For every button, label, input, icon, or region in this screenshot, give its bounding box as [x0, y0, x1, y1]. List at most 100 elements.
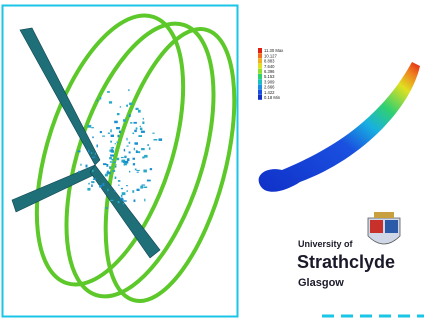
legend-swatch — [258, 48, 262, 53]
page: 11.30 Max10.1278.8837.6406.3965.1533.909… — [0, 0, 434, 320]
particle — [107, 91, 110, 93]
particle — [147, 180, 151, 182]
particle — [128, 89, 129, 91]
particle — [126, 185, 128, 186]
particle — [129, 171, 130, 173]
particle — [109, 101, 112, 103]
particle — [102, 183, 104, 186]
legend-swatch — [258, 58, 262, 63]
particle — [110, 141, 112, 143]
particle — [129, 103, 132, 105]
particle — [97, 100, 98, 101]
particle — [91, 184, 93, 187]
particle — [123, 119, 126, 122]
particle — [117, 113, 120, 115]
particle — [124, 149, 125, 151]
particle — [127, 138, 128, 141]
particle — [123, 203, 125, 204]
particle — [110, 200, 113, 201]
particle — [103, 163, 107, 165]
particle — [150, 168, 152, 170]
particle — [133, 163, 135, 165]
particle — [78, 171, 80, 173]
university-logo: University of Strathclyde Glasgow — [297, 212, 400, 289]
particle — [136, 108, 139, 110]
logo-line1: University of — [298, 239, 354, 249]
particle — [88, 183, 90, 185]
particle — [137, 151, 140, 153]
particle — [143, 118, 144, 120]
legend-swatch — [258, 74, 262, 79]
particle — [136, 170, 139, 171]
particle — [87, 188, 90, 191]
particle — [140, 186, 143, 189]
particle — [159, 138, 163, 141]
particle — [140, 128, 143, 131]
particle — [97, 145, 98, 148]
particle — [154, 139, 158, 141]
particle — [108, 133, 110, 134]
particle — [125, 156, 127, 158]
particle — [140, 126, 141, 127]
particle — [129, 114, 131, 117]
particle — [121, 195, 123, 197]
particle — [92, 170, 94, 172]
particle — [121, 157, 124, 158]
particle — [105, 174, 108, 177]
particle — [95, 153, 96, 155]
particle — [111, 149, 113, 150]
particle — [102, 136, 105, 137]
particle — [121, 188, 123, 189]
particle — [87, 125, 91, 128]
particle — [124, 163, 127, 165]
particle — [129, 151, 131, 153]
particle — [116, 142, 118, 143]
particle — [91, 181, 94, 183]
particle — [114, 121, 118, 124]
particle — [110, 155, 114, 157]
particle — [134, 200, 136, 202]
particle — [122, 192, 126, 195]
particle — [142, 156, 144, 158]
particle — [99, 185, 102, 188]
particle — [136, 127, 138, 129]
particle — [132, 133, 134, 135]
particle — [111, 135, 114, 137]
particle — [142, 122, 144, 125]
logo-line3: Glasgow — [298, 277, 344, 289]
particle — [78, 150, 81, 152]
particle — [118, 135, 120, 138]
particle — [114, 190, 115, 192]
particle — [144, 155, 148, 158]
particle — [115, 164, 116, 165]
particle — [109, 157, 112, 159]
particle — [134, 148, 135, 151]
particle — [115, 177, 117, 180]
legend-swatch — [258, 95, 262, 100]
legend-swatch — [258, 90, 262, 95]
particle — [141, 148, 145, 150]
particle — [126, 105, 128, 107]
particle — [127, 159, 128, 162]
particle — [111, 150, 114, 152]
particle — [106, 164, 108, 167]
particle — [113, 170, 116, 172]
particle — [86, 165, 88, 168]
particle — [111, 147, 113, 148]
particle — [100, 97, 102, 100]
particle — [105, 207, 108, 208]
particle — [143, 170, 147, 173]
particle — [136, 150, 138, 153]
particle — [92, 157, 95, 158]
logo-line2: Strathclyde — [297, 252, 395, 272]
particle — [120, 198, 123, 200]
particle — [127, 146, 129, 147]
particle — [116, 127, 120, 129]
particle — [124, 200, 127, 201]
particle — [133, 158, 136, 160]
particle — [118, 201, 120, 203]
particle — [88, 150, 89, 153]
particle — [134, 130, 137, 132]
particle — [137, 172, 139, 173]
particle — [132, 190, 134, 193]
